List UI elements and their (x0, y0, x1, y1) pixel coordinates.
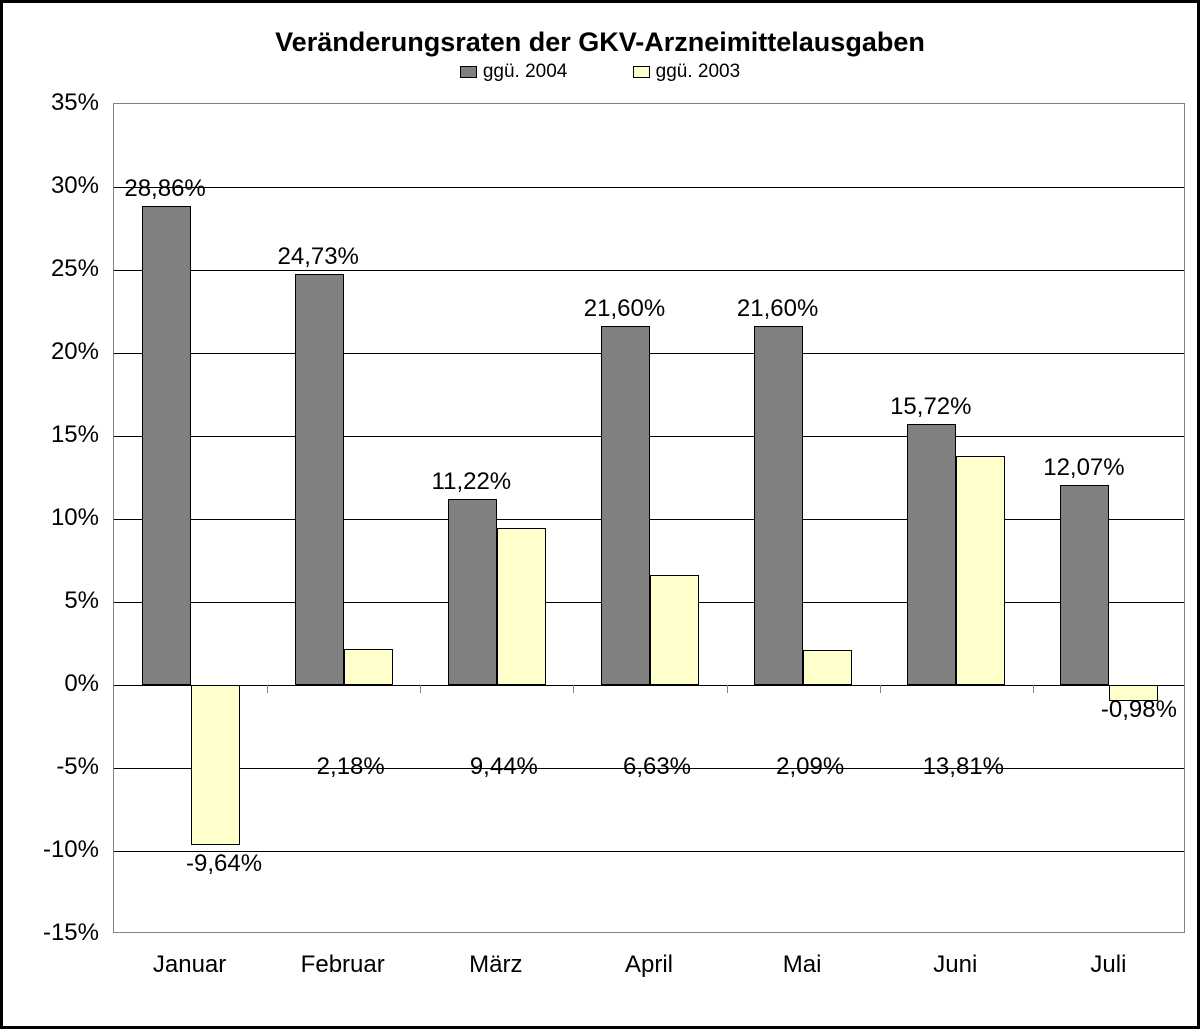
gridline (114, 685, 1184, 686)
data-label-series1: -9,64% (186, 850, 262, 878)
y-tick-label: 15% (19, 421, 99, 449)
y-tick-label: 25% (19, 255, 99, 283)
gridline (114, 187, 1184, 188)
x-category-label: April (625, 951, 673, 979)
data-label-series0: 11,22% (432, 468, 512, 496)
gridline (114, 270, 1184, 271)
x-category-label: Juni (933, 951, 977, 979)
x-tick (880, 685, 881, 693)
y-tick-label: -5% (19, 753, 99, 781)
legend-item-0: ggü. 2004 (460, 61, 568, 83)
y-tick-label: 0% (19, 670, 99, 698)
legend-label-1: ggü. 2003 (656, 61, 741, 83)
gridline (114, 851, 1184, 852)
data-label-series0: 21,60% (737, 295, 818, 323)
bar-series0 (1060, 485, 1109, 685)
x-category-label: Januar (153, 951, 226, 979)
chart-legend: ggü. 2004 ggü. 2003 (3, 61, 1197, 84)
bar-series0 (448, 499, 497, 685)
bar-series0 (142, 206, 191, 685)
chart-title: Veränderungsraten der GKV-Arzneimittelau… (3, 27, 1197, 58)
y-tick-label: 5% (19, 587, 99, 615)
bar-series1 (956, 456, 1005, 685)
data-label-series1: 13,81% (923, 753, 1004, 781)
bar-series1 (650, 575, 699, 685)
data-label-series1: 9,44% (470, 753, 538, 781)
x-category-label: Februar (301, 951, 385, 979)
legend-label-0: ggü. 2004 (483, 61, 568, 83)
y-tick-label: 20% (19, 338, 99, 366)
y-tick-label: 10% (19, 504, 99, 532)
bar-series1 (191, 685, 240, 845)
legend-swatch-0 (460, 66, 477, 78)
y-tick-label: 30% (19, 172, 99, 200)
data-label-series0: 21,60% (584, 295, 665, 323)
legend-item-1: ggü. 2003 (633, 61, 741, 83)
y-tick-label: -10% (19, 836, 99, 864)
data-label-series1: 6,63% (623, 753, 691, 781)
data-label-series0: 15,72% (890, 393, 971, 421)
x-tick (267, 685, 268, 693)
data-label-series0: 28,86% (124, 175, 205, 203)
plot-area (113, 103, 1185, 933)
bar-series0 (907, 424, 956, 685)
bar-series1 (803, 650, 852, 685)
x-category-label: Juli (1090, 951, 1126, 979)
data-label-series1: 2,18% (317, 753, 385, 781)
data-label-series0: 12,07% (1043, 454, 1124, 482)
data-label-series1: 2,09% (776, 753, 844, 781)
x-tick (420, 685, 421, 693)
bar-series1 (497, 528, 546, 685)
x-category-label: Mai (783, 951, 822, 979)
legend-swatch-1 (633, 66, 650, 78)
bar-series0 (295, 274, 344, 685)
data-label-series0: 24,73% (278, 243, 359, 271)
x-tick (727, 685, 728, 693)
y-tick-label: -15% (19, 919, 99, 947)
chart-frame: Veränderungsraten der GKV-Arzneimittelau… (0, 0, 1200, 1029)
x-tick (573, 685, 574, 693)
bar-series1 (344, 649, 393, 685)
bar-series0 (601, 326, 650, 685)
x-tick (1033, 685, 1034, 693)
x-category-label: März (469, 951, 522, 979)
data-label-series1: -0,98% (1101, 696, 1177, 724)
y-tick-label: 35% (19, 89, 99, 117)
bar-series0 (754, 326, 803, 685)
